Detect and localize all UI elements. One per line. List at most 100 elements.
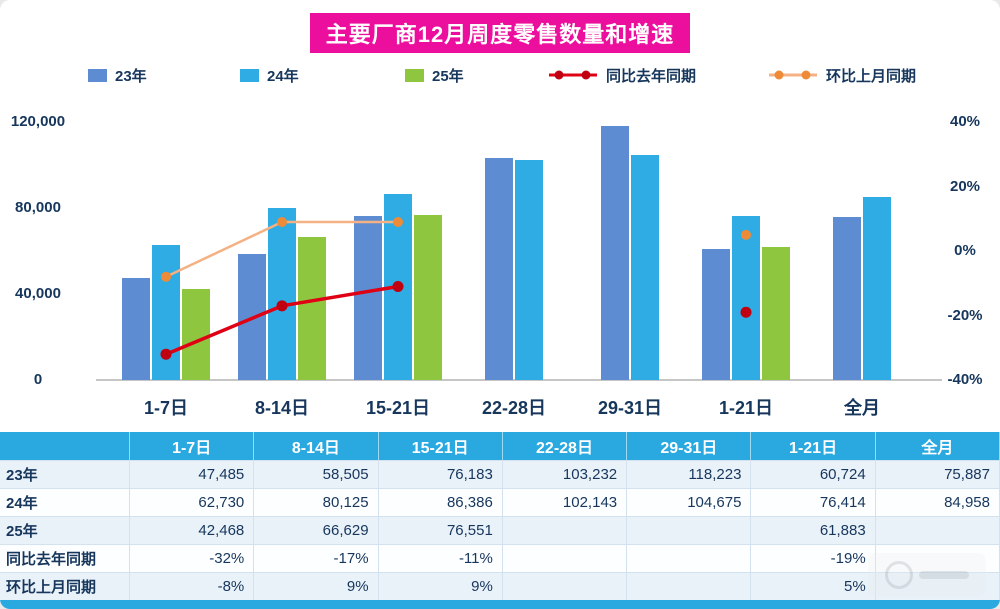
table-cell: 75,887 bbox=[875, 460, 1000, 488]
legend-swatch-icon bbox=[88, 68, 107, 82]
table-cell: -8% bbox=[130, 572, 255, 600]
y-axis-right-label: -40% bbox=[947, 371, 983, 388]
y-axis-right-label: 0% bbox=[954, 242, 976, 259]
table-cell bbox=[502, 516, 628, 544]
bar-25年 bbox=[762, 246, 790, 380]
table-cell bbox=[875, 516, 1000, 544]
y-axis-right-label: 20% bbox=[949, 177, 981, 195]
bar-25年 bbox=[182, 288, 210, 380]
table-row-label: 环比上月同期 bbox=[0, 572, 130, 600]
chart-title: 主要厂商12月周度零售数量和增速 bbox=[309, 13, 691, 53]
watermark-logo-icon bbox=[885, 561, 913, 589]
legend-item: 环比上月同期 bbox=[768, 64, 916, 86]
bar-23年 bbox=[485, 158, 513, 380]
table-cell bbox=[502, 544, 628, 572]
bar-23年 bbox=[238, 254, 266, 380]
table-cell: 86,386 bbox=[378, 488, 503, 516]
bar-23年 bbox=[833, 216, 861, 380]
table-cell: 60,724 bbox=[751, 460, 876, 488]
table-header-cell: 1-7日 bbox=[130, 432, 255, 460]
bar-24年 bbox=[515, 160, 543, 380]
table-row-label: 25年 bbox=[0, 516, 130, 544]
table-cell: 118,223 bbox=[627, 460, 752, 488]
table-cell: 104,675 bbox=[627, 488, 752, 516]
chart-plot: 主要厂商12月周度零售数量和增速 23年 24年 25年 同比去年同期 环比上月同期 0… bbox=[0, 13, 1000, 418]
table-cell: 5% bbox=[751, 572, 876, 600]
title-wrap: 主要厂商12月周度零售数量和增速 bbox=[0, 13, 1000, 53]
table-cell: 61,883 bbox=[751, 516, 876, 544]
table-cell bbox=[627, 516, 752, 544]
legend-line-icon bbox=[549, 70, 597, 80]
bar-25年 bbox=[414, 215, 442, 380]
legend-item: 24年 bbox=[240, 64, 299, 86]
x-axis-label: 1-7日 bbox=[143, 398, 188, 418]
x-axis-baseline bbox=[96, 379, 942, 381]
bar-24年 bbox=[384, 194, 412, 380]
x-axis-label: 29-31日 bbox=[597, 398, 663, 418]
x-axis-label: 1-21日 bbox=[718, 398, 774, 418]
y-axis-left-label: 0 bbox=[33, 371, 43, 388]
legend-swatch-icon bbox=[240, 68, 259, 82]
legend-item-label: 23年 bbox=[115, 67, 147, 85]
bar-23年 bbox=[601, 125, 629, 380]
x-axis-label: 22-28日 bbox=[481, 398, 547, 418]
table-row-label: 23年 bbox=[0, 460, 130, 488]
y-axis-left-label: 120,000 bbox=[10, 113, 66, 130]
table-cell bbox=[502, 572, 628, 600]
table-cell: 9% bbox=[254, 572, 379, 600]
bar-24年 bbox=[863, 197, 891, 380]
table-header-cell: 全月 bbox=[875, 432, 1000, 460]
y-axis-right-label: -20% bbox=[947, 306, 983, 324]
legend-item: 23年 bbox=[88, 64, 147, 86]
table-cell: -11% bbox=[378, 544, 503, 572]
legend-item-label: 25年 bbox=[432, 67, 464, 85]
table-cell: 76,414 bbox=[751, 488, 876, 516]
table-cell: -19% bbox=[751, 544, 876, 572]
y-axis-left-label: 80,000 bbox=[15, 199, 61, 216]
bar-24年 bbox=[152, 245, 180, 380]
table-cell: 76,183 bbox=[378, 460, 503, 488]
bar-23年 bbox=[702, 249, 730, 380]
legend-item-label: 同比去年同期 bbox=[606, 67, 697, 85]
table-cell bbox=[627, 544, 752, 572]
table-header-cell: 1-21日 bbox=[751, 432, 876, 460]
bar-24年 bbox=[732, 215, 760, 380]
bar-23年 bbox=[122, 277, 150, 380]
table-bottom-strip bbox=[0, 600, 1000, 609]
data-table: 1-7日 8-14日 15-21日 22-28日 29-31日 1-21日 全月 23年 47,… bbox=[0, 432, 1000, 600]
table-header-cell: 15-21日 bbox=[378, 432, 503, 460]
legend-swatch-icon bbox=[405, 68, 424, 82]
watermark bbox=[868, 553, 986, 597]
bar-24年 bbox=[268, 207, 296, 380]
bar-24年 bbox=[631, 154, 659, 380]
table-cell: 66,629 bbox=[254, 516, 379, 544]
table-row-label: 同比去年同期 bbox=[0, 544, 130, 572]
table-cell: 47,485 bbox=[130, 460, 255, 488]
bar-23年 bbox=[354, 216, 382, 380]
table-cell: 80,125 bbox=[254, 488, 379, 516]
legend-line-icon bbox=[769, 70, 817, 80]
y-axis-right-label: 40% bbox=[949, 113, 981, 130]
table-cell: 42,468 bbox=[130, 516, 255, 544]
legend-item-label: 24年 bbox=[267, 67, 299, 85]
table-cell: 58,505 bbox=[254, 460, 379, 488]
table-row-label: 24年 bbox=[0, 488, 130, 516]
chart-legend: 23年 24年 25年 同比去年同期 环比上月同期 bbox=[0, 64, 1000, 88]
table-cell: 84,958 bbox=[875, 488, 1000, 516]
table-cell: 9% bbox=[378, 572, 503, 600]
x-axis-label: 15-21日 bbox=[365, 398, 431, 418]
legend-item: 25年 bbox=[405, 64, 464, 86]
x-axis-label: 全月 bbox=[844, 398, 880, 418]
table-header-cell: 8-14日 bbox=[254, 432, 379, 460]
bar-25年 bbox=[298, 236, 326, 380]
table-cell: -32% bbox=[130, 544, 255, 572]
table-cell: 62,730 bbox=[130, 488, 255, 516]
y-axis-left-label: 40,000 bbox=[15, 285, 61, 302]
legend-item-label: 环比上月同期 bbox=[826, 67, 917, 85]
legend-item: 同比去年同期 bbox=[548, 64, 696, 86]
table-cell: 76,551 bbox=[378, 516, 503, 544]
x-axis-label: 8-14日 bbox=[254, 398, 310, 418]
table-header-cell: 22-28日 bbox=[502, 432, 628, 460]
table-cell: -17% bbox=[254, 544, 379, 572]
table-cell: 103,232 bbox=[502, 460, 628, 488]
